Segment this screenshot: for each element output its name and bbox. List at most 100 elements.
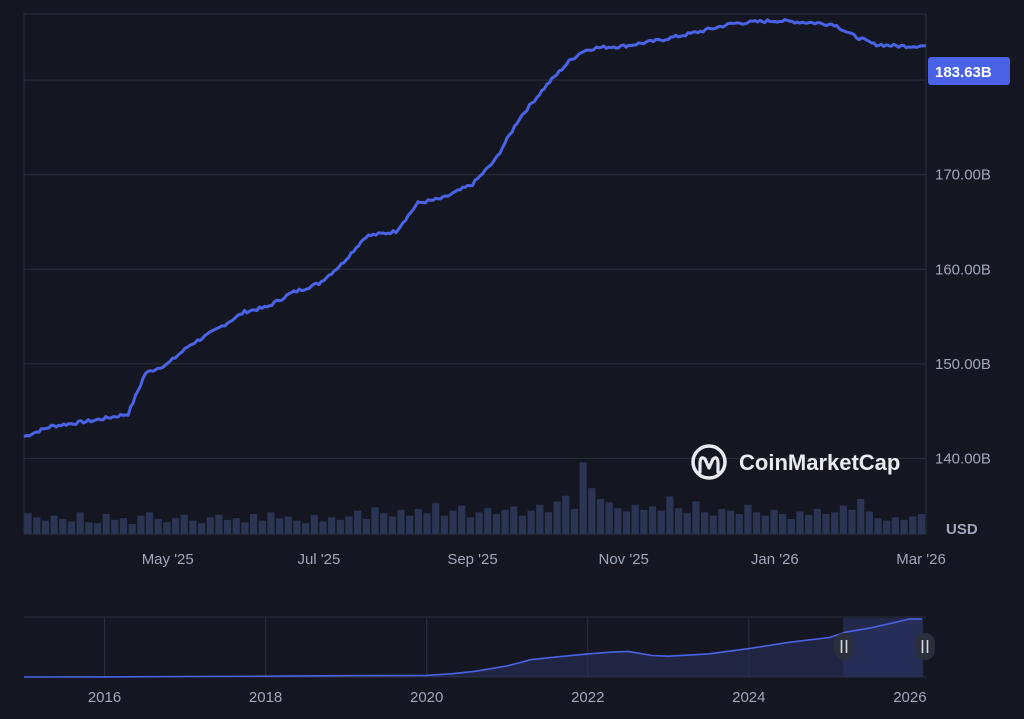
volume-bar xyxy=(284,516,292,534)
volume-bar xyxy=(336,519,344,534)
volume-bar xyxy=(813,509,821,534)
volume-bar xyxy=(874,518,882,534)
volume-bars xyxy=(24,462,925,534)
volume-bar xyxy=(553,501,561,534)
volume-bar xyxy=(59,519,67,534)
volume-bar xyxy=(779,514,787,534)
price-line xyxy=(23,18,927,438)
volume-bar xyxy=(579,462,587,534)
volume-bar xyxy=(839,505,847,534)
navigator-line xyxy=(23,618,923,678)
volume-bar xyxy=(440,515,448,534)
volume-bar xyxy=(701,512,709,534)
volume-bar xyxy=(328,517,336,534)
volume-bar xyxy=(189,520,197,534)
volume-bar xyxy=(206,517,214,534)
volume-bar xyxy=(640,509,648,534)
volume-bar xyxy=(50,515,58,534)
volume-bar xyxy=(33,517,41,534)
volume-bar xyxy=(93,523,102,534)
navigator-tick-label: 2016 xyxy=(88,689,121,706)
volume-bar xyxy=(258,520,266,534)
volume-bar xyxy=(293,520,301,534)
volume-bar xyxy=(657,510,665,534)
volume-bar xyxy=(388,516,396,534)
volume-bar xyxy=(527,510,535,534)
volume-bar xyxy=(475,512,483,534)
volume-bar xyxy=(241,522,249,534)
volume-bar xyxy=(883,520,891,534)
volume-bar xyxy=(891,517,899,534)
volume-bar xyxy=(397,509,405,534)
volume-bar xyxy=(119,518,128,534)
volume-bar xyxy=(735,514,743,534)
volume-bar xyxy=(536,504,544,534)
volume-bar xyxy=(744,504,752,534)
volume-bar xyxy=(197,523,206,534)
x-tick-label: Jan '26 xyxy=(751,551,799,568)
volume-bar xyxy=(232,518,240,534)
volume-bar xyxy=(76,512,84,534)
x-tick-label: Sep '25 xyxy=(447,551,497,568)
volume-bar xyxy=(102,514,110,534)
volume-bar xyxy=(423,513,431,534)
volume-bar xyxy=(137,515,145,534)
volume-bar xyxy=(518,515,527,534)
x-axis: May '25 Jul '25 Sep '25 Nov '25 Jan '26 Mar '… xyxy=(142,551,946,568)
volume-bar xyxy=(614,508,622,534)
volume-bar xyxy=(709,515,717,534)
volume-bar xyxy=(648,506,657,534)
volume-bar xyxy=(362,519,370,534)
volume-bar xyxy=(41,520,50,534)
volume-bar xyxy=(822,514,830,534)
volume-bar xyxy=(215,514,223,534)
volume-bar xyxy=(917,514,925,534)
x-tick-label: May '25 xyxy=(142,551,194,568)
volume-bar xyxy=(250,514,258,534)
volume-bar xyxy=(432,503,440,534)
plot-frame xyxy=(23,13,927,535)
volume-bar xyxy=(848,509,856,534)
navigator-tick-label: 2024 xyxy=(732,689,765,706)
y-tick-label: 160.00B xyxy=(935,261,991,278)
volume-bar xyxy=(371,507,379,534)
volume-bar xyxy=(267,512,275,534)
volume-bar xyxy=(631,504,639,534)
price-series xyxy=(23,18,927,438)
volume-bar xyxy=(163,522,171,534)
volume-bar xyxy=(180,514,188,534)
volume-bar xyxy=(761,515,769,534)
watermark-text: CoinMarketCap xyxy=(739,450,900,475)
volume-bar xyxy=(909,516,917,534)
volume-bar xyxy=(787,519,795,534)
volume-bar xyxy=(605,502,613,534)
current-price-tag: 183.63B xyxy=(928,57,1010,85)
volume-bar xyxy=(666,496,674,534)
volume-bar xyxy=(857,499,865,534)
volume-bar xyxy=(796,511,804,534)
volume-bar xyxy=(622,511,631,534)
volume-bar xyxy=(67,521,76,534)
volume-bar xyxy=(544,512,553,534)
volume-bar xyxy=(865,511,873,534)
volume-bar xyxy=(449,510,457,534)
volume-bar xyxy=(414,509,422,534)
navigator-tick-label: 2022 xyxy=(571,689,604,706)
volume-bar xyxy=(770,509,778,534)
volume-bar xyxy=(406,515,414,534)
navigator-right-handle[interactable] xyxy=(915,633,935,660)
volume-bar xyxy=(24,513,32,534)
volume-bar xyxy=(683,513,691,534)
navigator-x-axis: 2016 2018 2020 2022 2024 2026 xyxy=(88,689,927,706)
navigator-tick-label: 2020 xyxy=(410,689,443,706)
volume-bar xyxy=(319,521,327,534)
y-tick-label: 150.00B xyxy=(935,356,991,373)
navigator-left-handle[interactable] xyxy=(834,633,854,660)
y-tick-label: 140.00B xyxy=(935,450,991,467)
volume-bar xyxy=(596,499,605,534)
volume-bar xyxy=(276,518,284,534)
volume-bar xyxy=(562,495,570,534)
volume-bar xyxy=(85,522,93,534)
